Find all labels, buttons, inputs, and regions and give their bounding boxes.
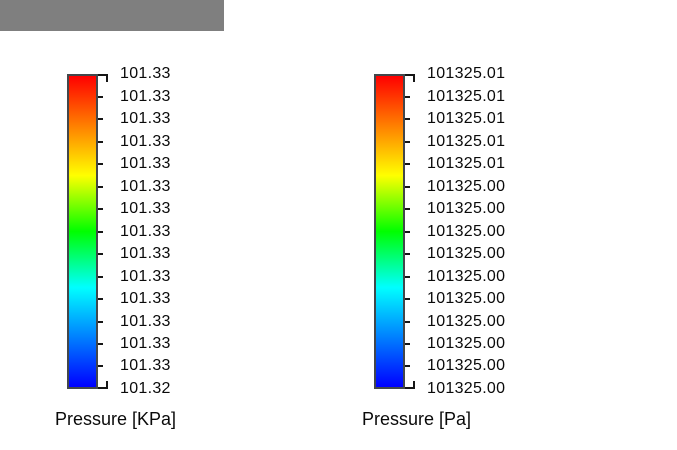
pressure-pa-legend: 101325.01 101325.01 101325.01 101325.01 1013… [362,66,594,444]
tick-mark [98,208,103,210]
tick-mark [98,163,103,165]
tick-mark [405,343,410,345]
tick-mark [405,118,410,120]
tick-label: 101325.00 [427,177,506,195]
tick-mark [405,253,410,255]
tick-mark [98,230,103,233]
tick-label: 101325.00 [427,380,506,397]
legend-title: Pressure [KPa] [55,409,177,429]
tick-mark [405,320,410,323]
tick-mark [405,163,410,165]
tick-label: 101325.00 [427,357,506,375]
tick-label: 101325.00 [427,222,506,240]
colorbar-gradient [374,74,405,389]
tick-mark [405,208,410,210]
tick-label: 101.33 [120,245,171,262]
tick-mark [98,381,108,389]
tick-label: 101.33 [120,87,171,105]
colorbar-gradient [67,74,98,389]
tick-mark [98,275,103,278]
tick-mark [98,343,103,345]
tick-label: 101325.00 [427,200,506,217]
tick-label: 101325.01 [427,87,506,105]
tick-label: 101325.00 [427,267,506,285]
tick-label: 101325.00 [427,312,506,330]
tick-label: 101.32 [120,380,171,397]
tick-label: 101.33 [120,290,171,307]
tick-mark [98,140,103,143]
tick-mark [405,185,410,188]
tick-label: 101325.01 [427,132,506,150]
tick-label: 101325.00 [427,245,506,262]
colorbar-ticks: 101.33 101.33 101.33 101.33 101.33 101.33 101.… [98,66,258,397]
tick-label: 101.33 [120,110,171,127]
tick-label: 101325.01 [427,110,506,127]
tick-mark [98,118,103,120]
tick-mark [405,230,410,233]
tick-mark [98,298,103,300]
tick-label: 101325.00 [427,290,506,307]
tick-mark [98,253,103,255]
tick-mark [405,275,410,278]
tick-label: 101.33 [120,155,171,172]
tick-label: 101.33 [120,177,171,195]
tick-label: 101325.01 [427,65,506,82]
pressure-kpa-legend: 101.33 101.33 101.33 101.33 101.33 101.33 101.… [55,66,287,444]
tick-label: 101.33 [120,267,171,285]
tick-mark [98,74,108,82]
tick-label: 101.33 [120,335,171,352]
tick-mark [98,320,103,323]
tick-mark [405,140,410,143]
legend-title: Pressure [Pa] [362,409,472,429]
tick-mark [405,381,415,389]
tick-mark [405,95,410,98]
tick-mark [405,365,410,368]
tick-label: 101.33 [120,200,171,217]
window-titlebar-fragment [0,0,224,31]
tick-mark [405,74,415,82]
tick-label: 101325.01 [427,155,506,172]
colorbar-ticks: 101325.01 101325.01 101325.01 101325.01 1013… [405,66,565,397]
tick-label: 101.33 [120,312,171,330]
tick-label: 101.33 [120,222,171,240]
tick-mark [98,95,103,98]
tick-mark [98,185,103,188]
tick-label: 101.33 [120,65,171,82]
tick-label: 101.33 [120,132,171,150]
tick-label: 101.33 [120,357,171,375]
tick-mark [405,298,410,300]
tick-mark [98,365,103,368]
tick-label: 101325.00 [427,335,506,352]
